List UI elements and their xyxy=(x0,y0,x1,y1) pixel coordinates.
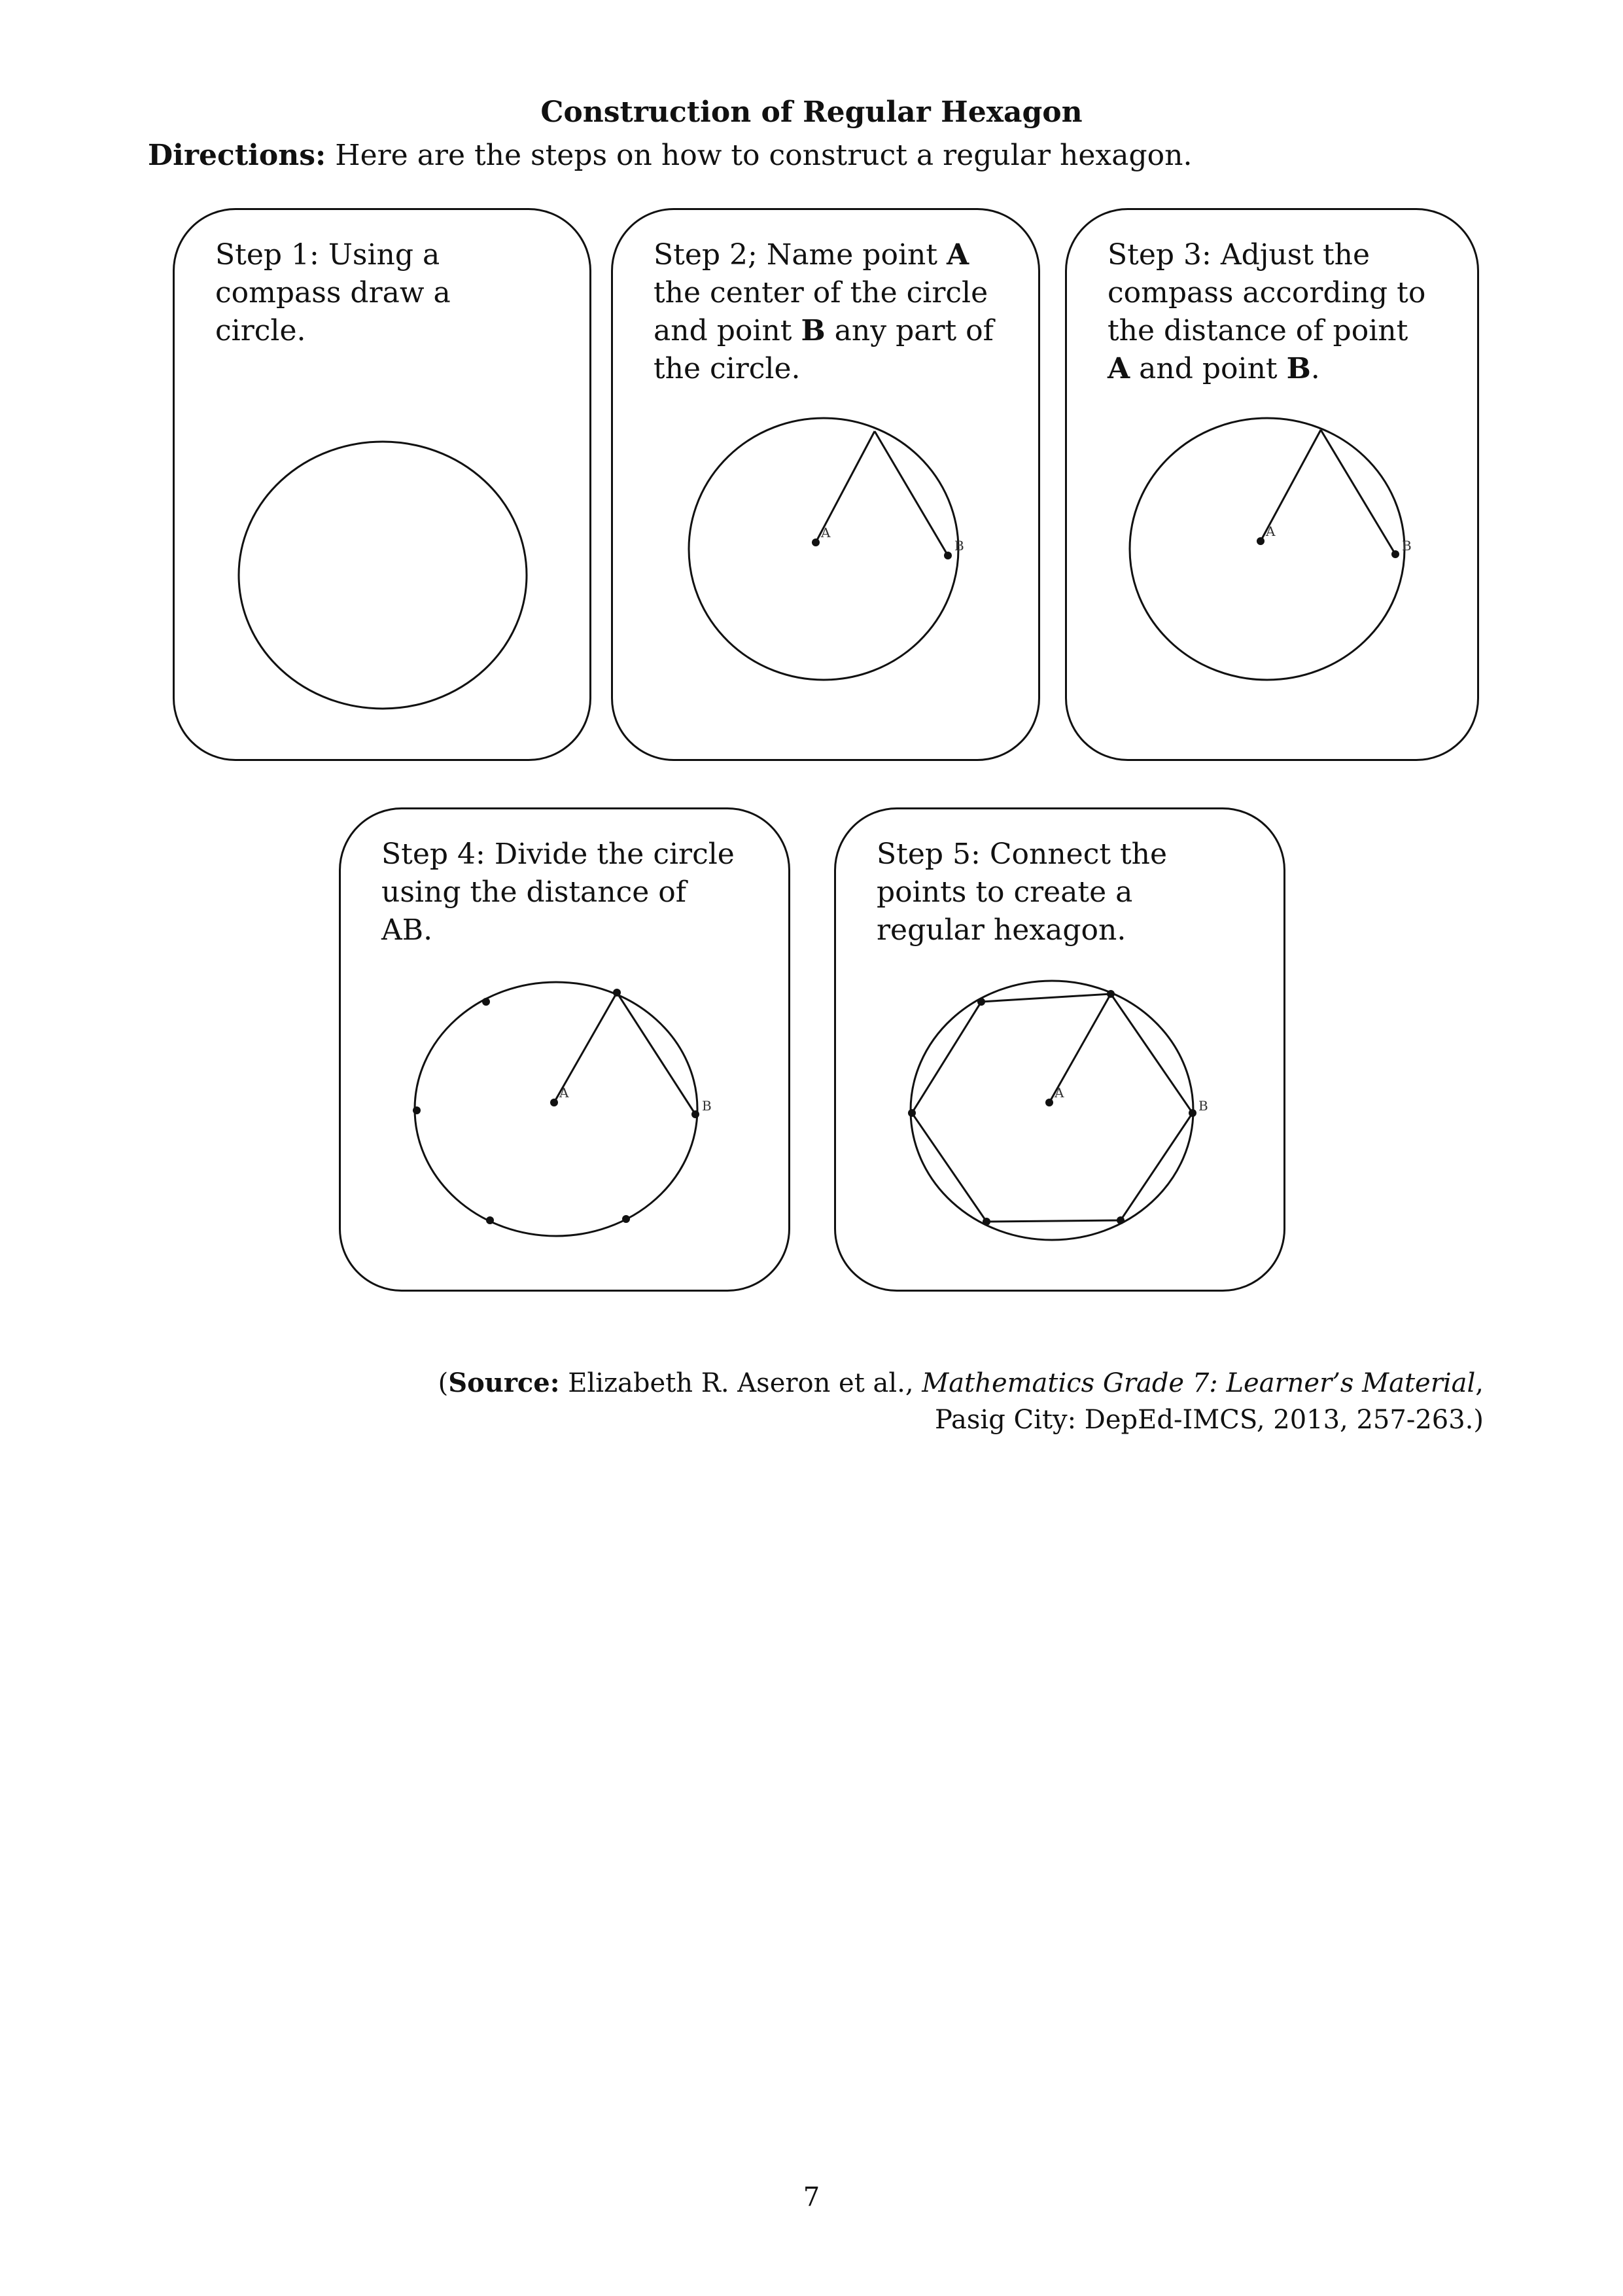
point-a xyxy=(1257,537,1265,545)
step-5-diagram: A B xyxy=(908,980,1208,1241)
step-1-card: Step 1: Using a compass draw a circle. xyxy=(173,208,591,761)
hexagon-vertex xyxy=(908,1109,916,1117)
step-4-diagram: A B xyxy=(413,981,712,1237)
circle xyxy=(413,981,699,1237)
directions: Directions: Here are the steps on how to… xyxy=(148,139,1192,172)
point-b xyxy=(691,1110,699,1118)
source-line-2: Pasig City: DepEd-IMCS, 2013, 257-263.) xyxy=(934,1405,1484,1435)
step-1-line: circle. xyxy=(215,314,306,347)
step-4-line: Step 4: Divide the circle xyxy=(381,838,735,871)
directions-label: Directions: xyxy=(148,139,326,172)
step-4-card: Step 4: Divide the circle using the dist… xyxy=(339,807,790,1292)
step-4-text: Step 4: Divide the circle using the dist… xyxy=(381,836,735,949)
hexagon-vertex xyxy=(983,1218,990,1226)
circle xyxy=(237,440,528,710)
step-1-diagram xyxy=(237,440,528,710)
division-point xyxy=(486,1216,494,1224)
division-point xyxy=(613,989,621,997)
point-a-label: A xyxy=(1265,523,1276,539)
source-line-1: (Source: Elizabeth R. Aseron et al., Mat… xyxy=(438,1368,1484,1398)
step-3-text: Step 3: Adjust the compass according to … xyxy=(1108,236,1425,388)
point-b xyxy=(1189,1109,1196,1117)
hexagon-vertex xyxy=(977,998,985,1006)
step-2-diagram: A B xyxy=(688,417,964,681)
division-point xyxy=(413,1106,421,1114)
radius-line xyxy=(814,431,876,543)
point-a-label: A xyxy=(820,525,831,540)
point-b-label: B xyxy=(954,538,964,554)
step-5-text: Step 5: Connect the points to create a r… xyxy=(877,836,1167,949)
step-4-line: AB. xyxy=(381,913,433,947)
point-a xyxy=(550,1099,558,1106)
radius-line xyxy=(553,992,618,1103)
source-citation: (Source: Elizabeth R. Aseron et al., Mat… xyxy=(372,1365,1484,1438)
chord-line xyxy=(616,992,697,1115)
regular-hexagon xyxy=(911,993,1194,1223)
step-5-card: Step 5: Connect the points to create a r… xyxy=(834,807,1285,1292)
point-a-label: A xyxy=(559,1085,569,1101)
circle xyxy=(688,417,960,681)
point-b-label: B xyxy=(1198,1098,1208,1114)
hexagon-vertex xyxy=(1107,990,1115,998)
chord-line xyxy=(1319,429,1397,555)
hexagon-vertex xyxy=(1117,1216,1125,1224)
step-5-line: Step 5: Connect the xyxy=(877,838,1168,871)
step-1-text: Step 1: Using a compass draw a circle. xyxy=(215,236,451,350)
point-b xyxy=(1391,550,1399,558)
step-5-line: regular hexagon. xyxy=(877,913,1126,947)
division-point xyxy=(622,1215,630,1223)
directions-text: Here are the steps on how to construct a… xyxy=(326,139,1193,172)
circle xyxy=(1128,417,1406,681)
step-3-line: compass according to xyxy=(1108,276,1426,309)
step-2-line: the circle. xyxy=(654,352,801,385)
page-title: Construction of Regular Hexagon xyxy=(540,96,1083,129)
step-3-card: Step 3: Adjust the compass according to … xyxy=(1065,208,1479,761)
step-2-card: Step 2; Name point A the center of the c… xyxy=(611,208,1040,761)
circle xyxy=(909,980,1195,1241)
point-a xyxy=(812,539,820,546)
step-2-text: Step 2; Name point A the center of the c… xyxy=(654,236,994,388)
step-1-line: compass draw a xyxy=(215,276,451,309)
step-3-line: A and point B. xyxy=(1108,352,1320,385)
point-b xyxy=(944,552,952,559)
point-b-label: B xyxy=(702,1098,712,1114)
step-4-line: using the distance of xyxy=(381,875,687,909)
step-5-line: points to create a xyxy=(877,875,1133,909)
point-a xyxy=(1045,1099,1053,1106)
point-b-label: B xyxy=(1402,538,1412,554)
chord-line xyxy=(873,431,949,556)
step-2-line: Step 2; Name point A xyxy=(654,238,969,272)
radius-line xyxy=(1259,429,1322,542)
step-2-line: and point B any part of xyxy=(654,314,994,347)
page-number: 7 xyxy=(803,2182,820,2212)
step-1-line: Step 1: Using a xyxy=(215,238,440,272)
step-3-diagram: A B xyxy=(1128,417,1412,681)
point-a-label: A xyxy=(1054,1085,1064,1101)
division-point xyxy=(482,998,490,1006)
step-3-line: the distance of point xyxy=(1108,314,1408,347)
radius-line xyxy=(1048,993,1112,1103)
step-3-line: Step 3: Adjust the xyxy=(1108,238,1370,272)
step-2-line: the center of the circle xyxy=(654,276,988,309)
